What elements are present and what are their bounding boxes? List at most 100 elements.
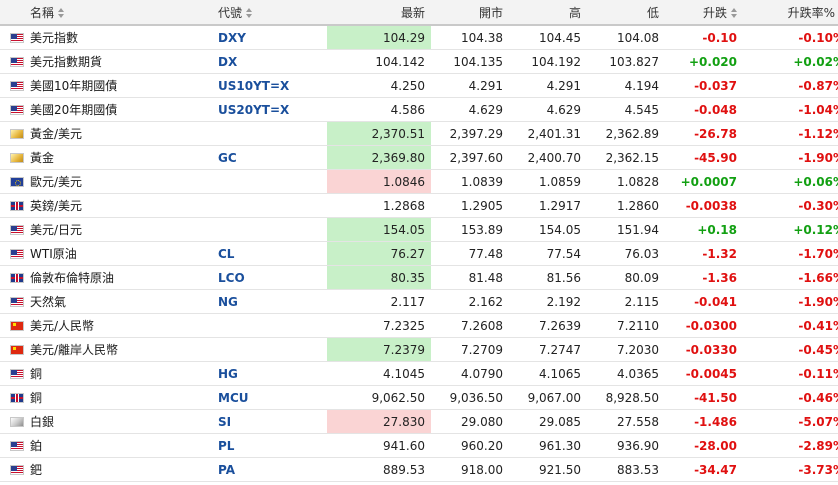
open-price: 4.629	[431, 97, 509, 122]
last-price: 76.27	[327, 241, 431, 266]
instrument-name[interactable]: 美元/日元	[24, 217, 212, 242]
price-change-pct: -1.04%	[743, 97, 838, 122]
table-row[interactable]: 倫敦布倫特原油 LCO 80.35 81.48 81.56 80.09 -1.36 -1.66…	[0, 265, 838, 290]
instrument-name[interactable]: WTI原油	[24, 241, 212, 266]
instrument-name[interactable]: 黃金/美元	[24, 121, 212, 146]
instrument-symbol[interactable]: DX	[212, 49, 327, 74]
table-row[interactable]: 美元指數 DXY 104.29 104.38 104.45 104.08 -0.10 -0.1…	[0, 25, 838, 50]
instrument-symbol[interactable]: HG	[212, 361, 327, 386]
instrument-name[interactable]: 銅	[24, 361, 212, 386]
instrument-name[interactable]: 天然氣	[24, 289, 212, 314]
low-price: 7.2030	[587, 337, 665, 362]
instrument-name[interactable]: 英鎊/美元	[24, 193, 212, 218]
instrument-name[interactable]: 美元指數期貨	[24, 49, 212, 74]
table-row[interactable]: 美元/離岸人民幣 7.2379 7.2709 7.2747 7.2030 -0.0330-…	[0, 337, 838, 362]
instrument-symbol[interactable]	[212, 193, 327, 218]
instrument-symbol[interactable]	[212, 313, 327, 338]
low-price: 151.94	[587, 217, 665, 242]
price-change-pct: -2.89%	[743, 433, 838, 458]
instrument-symbol[interactable]: CL	[212, 241, 327, 266]
high-price: 7.2747	[509, 337, 587, 362]
header-name[interactable]: 名稱	[24, 0, 212, 26]
instrument-symbol[interactable]: NG	[212, 289, 327, 314]
open-price: 7.2709	[431, 337, 509, 362]
price-change: -41.50	[665, 385, 743, 410]
open-price: 9,036.50	[431, 385, 509, 410]
instrument-symbol[interactable]: US10YT=X	[212, 73, 327, 98]
price-change: -0.0330	[665, 337, 743, 362]
high-price: 7.2639	[509, 313, 587, 338]
instrument-name[interactable]: 白銀	[24, 409, 212, 434]
instrument-name[interactable]: 美元指數	[24, 25, 212, 50]
instrument-name[interactable]: 美元/人民幣	[24, 313, 212, 338]
silver-icon	[10, 416, 24, 427]
price-change-pct: -1.66%	[743, 265, 838, 290]
header-change-pct-label: 升跌率%	[787, 5, 835, 20]
instrument-symbol[interactable]: MCU	[212, 385, 327, 410]
price-change: -1.36	[665, 265, 743, 290]
table-row[interactable]: 美國20年期國債 US20YT=X 4.586 4.629 4.629 4.545 -0.0…	[0, 97, 838, 122]
instrument-name[interactable]: 鉑	[24, 433, 212, 458]
table-row[interactable]: 歐元/美元 1.0846 1.0839 1.0859 1.0828 +0.0007 +0.0…	[0, 169, 838, 194]
low-price: 27.558	[587, 409, 665, 434]
low-price: 2.115	[587, 289, 665, 314]
us-flag	[10, 464, 24, 475]
instrument-name[interactable]: 銅	[24, 385, 212, 410]
header-symbol[interactable]: 代號	[212, 0, 327, 26]
price-change: -0.0300	[665, 313, 743, 338]
price-change-pct: -1.90%	[743, 289, 838, 314]
table-row[interactable]: 黃金/美元 2,370.51 2,397.29 2,401.31 2,362.89 -26…	[0, 121, 838, 146]
table-row[interactable]: 美元/人民幣 7.2325 7.2608 7.2639 7.2110 -0.0300 -0.…	[0, 313, 838, 338]
high-price: 81.56	[509, 265, 587, 290]
instrument-name[interactable]: 歐元/美元	[24, 169, 212, 194]
instrument-symbol[interactable]: GC	[212, 145, 327, 170]
instrument-name[interactable]: 鈀	[24, 457, 212, 482]
instrument-symbol[interactable]	[212, 217, 327, 242]
flag-cell	[0, 313, 24, 338]
table-row[interactable]: 美元指數期貨 DX 104.142 104.135 104.192 103.827 +0.0…	[0, 49, 838, 74]
instrument-symbol[interactable]	[212, 337, 327, 362]
table-row[interactable]: 英鎊/美元 1.2868 1.2905 1.2917 1.2860 -0.0038 -0.3…	[0, 193, 838, 218]
instrument-symbol[interactable]: PL	[212, 433, 327, 458]
table-row[interactable]: 美國10年期國債 US10YT=X 4.250 4.291 4.291 4.194 -0.0…	[0, 73, 838, 98]
price-change-pct: +0.06%	[743, 169, 838, 194]
instrument-symbol[interactable]	[212, 121, 327, 146]
price-change-pct: -3.73%	[743, 457, 838, 482]
open-price: 104.135	[431, 49, 509, 74]
last-price: 154.05	[327, 217, 431, 242]
header-high[interactable]: 高	[509, 0, 587, 26]
price-change-pct: -0.11%	[743, 361, 838, 386]
instrument-name[interactable]: 黃金	[24, 145, 212, 170]
last-price: 4.250	[327, 73, 431, 98]
header-high-label: 高	[568, 5, 581, 20]
gold-icon	[10, 152, 24, 163]
instrument-symbol[interactable]: PA	[212, 457, 327, 482]
instrument-symbol[interactable]: DXY	[212, 25, 327, 50]
header-change[interactable]: 升跌	[665, 0, 743, 26]
us-flag	[10, 224, 24, 235]
instrument-name[interactable]: 倫敦布倫特原油	[24, 265, 212, 290]
high-price: 154.05	[509, 217, 587, 242]
table-row[interactable]: 銅 MCU 9,062.50 9,036.50 9,067.00 8,928.50 -41.…	[0, 385, 838, 410]
table-row[interactable]: 黃金 GC 2,369.80 2,397.60 2,400.70 2,362.15 -45.…	[0, 145, 838, 170]
header-low[interactable]: 低	[587, 0, 665, 26]
instrument-name[interactable]: 美國20年期國債	[24, 97, 212, 122]
instrument-symbol[interactable]: US20YT=X	[212, 97, 327, 122]
header-change-pct[interactable]: 升跌率%	[743, 0, 838, 26]
header-last[interactable]: 最新	[327, 0, 431, 26]
instrument-name[interactable]: 美國10年期國債	[24, 73, 212, 98]
instrument-name[interactable]: 美元/離岸人民幣	[24, 337, 212, 362]
instrument-symbol[interactable]: LCO	[212, 265, 327, 290]
sort-icon	[246, 8, 253, 18]
price-change: -34.47	[665, 457, 743, 482]
header-open[interactable]: 開市	[431, 0, 509, 26]
instrument-symbol[interactable]	[212, 169, 327, 194]
instrument-symbol[interactable]: SI	[212, 409, 327, 434]
